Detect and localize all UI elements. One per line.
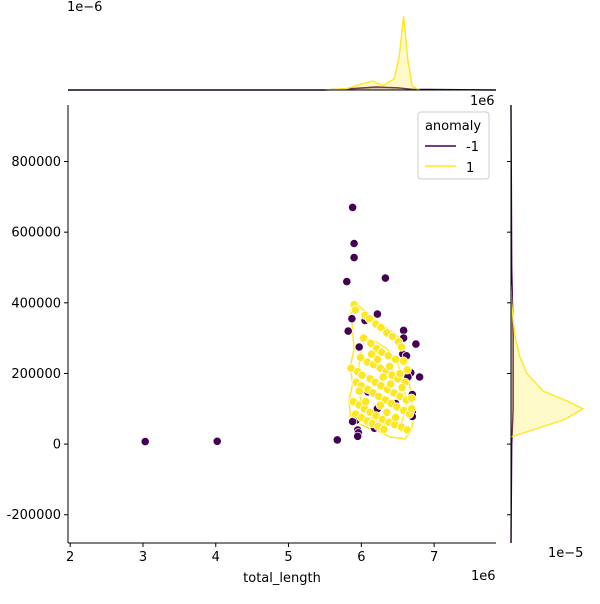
- right-marginal-kde: [507, 104, 585, 544]
- scatter-point-anomaly-1: [383, 351, 393, 361]
- top-kde-fill-1: [324, 16, 420, 90]
- y-tick-label: 200000: [11, 367, 61, 382]
- scatter-point-anomaly-1: [376, 322, 386, 333]
- right-kde-line-1: [510, 285, 585, 438]
- scatter-point-anomaly-1: [387, 331, 398, 341]
- right-marginal-offset-label: 1e−5: [548, 546, 583, 561]
- scatter-point-anomaly-1: [364, 314, 374, 324]
- x-tick-label: 7: [430, 550, 438, 565]
- x-tick-label: 3: [139, 550, 147, 565]
- scatter-point-anomaly-1: [361, 397, 371, 407]
- scatter-point-anomaly-1: [390, 412, 401, 423]
- x-tick-label: 6: [357, 550, 365, 565]
- scatter-point-anomaly-neg1: [342, 276, 352, 287]
- scatter-point-anomaly-1: [358, 333, 369, 343]
- scatter-point-anomaly-neg1: [349, 238, 359, 249]
- scatter-point-anomaly-neg1: [411, 339, 421, 349]
- top-marginal-offset-label: 1e−6: [67, 0, 102, 15]
- scatter-point-anomaly-1: [357, 370, 367, 380]
- top-marginal-kde: [68, 15, 497, 91]
- scatter-point-anomaly-1: [395, 368, 405, 379]
- scatter-point-anomaly-neg1: [354, 342, 364, 352]
- scatter-point-anomaly-1: [379, 424, 389, 434]
- legend: anomaly -1 1: [417, 111, 490, 180]
- x-offset-label: 1e6: [471, 569, 496, 584]
- scatter-point-anomaly-1: [372, 354, 382, 364]
- scatter-point-anomaly-neg1: [343, 326, 353, 336]
- scatter-point-anomaly-1: [402, 365, 412, 375]
- scatter-point-anomaly-neg1: [332, 435, 342, 445]
- y-tick-label: 400000: [11, 296, 61, 311]
- scatter-point-anomaly-neg1: [212, 436, 222, 446]
- top-kde-line-1: [324, 15, 420, 91]
- scatter-point-anomaly-1: [375, 400, 385, 410]
- x-axis-label: total_length: [243, 571, 321, 586]
- scatter-point-anomaly-1: [366, 349, 377, 359]
- scatter-point-anomaly-1: [385, 361, 395, 371]
- y-axis-ticks: -200000 0 200000 400000 600000 800000: [7, 155, 68, 523]
- x-axis-ticks: 2 3 4 5 6 7: [66, 543, 438, 565]
- x-tick-label: 2: [66, 550, 74, 565]
- y-tick-label: 0: [53, 438, 61, 453]
- x-tick-label: 5: [284, 550, 292, 565]
- right-kde-fill-1: [511, 285, 583, 437]
- scatter-point-anomaly-neg1: [372, 309, 382, 319]
- legend-label-anomaly-neg1: -1: [466, 140, 479, 155]
- scatter-point-anomaly-1: [354, 386, 364, 396]
- scatter-point-anomaly-neg1: [398, 325, 409, 335]
- legend-label-anomaly-1: 1: [466, 161, 474, 176]
- scatter-point-anomaly-neg1: [414, 372, 425, 382]
- scatter-point-anomaly-neg1: [349, 253, 359, 263]
- scatter-point-anomaly-1: [366, 338, 376, 348]
- scatter-point-anomaly-1: [350, 305, 361, 315]
- scatter-point-anomaly-neg1: [380, 273, 390, 283]
- scatter-point-anomaly-1: [397, 382, 407, 393]
- scatter-point-anomaly-1: [390, 354, 401, 364]
- scatter-point-anomaly-neg1: [140, 436, 150, 447]
- scatter-point-anomaly-1: [355, 352, 366, 363]
- scatter-point-anomaly-neg1: [347, 314, 357, 324]
- scatter-point-anomaly-1: [385, 379, 396, 389]
- y-tick-label: 600000: [11, 226, 61, 241]
- scatter-point-anomaly-1: [378, 372, 388, 382]
- scatter-point-anomaly-1: [382, 407, 392, 417]
- scatter-point-anomaly-1: [406, 404, 417, 414]
- x-tick-label: 4: [212, 550, 220, 565]
- y-tick-label: 800000: [11, 155, 61, 170]
- scatter-point-anomaly-1: [396, 342, 406, 352]
- scatter-point-anomaly-1: [398, 356, 409, 366]
- y-offset-label: 1e6: [470, 94, 495, 109]
- scatter-point-anomaly-neg1: [353, 431, 363, 441]
- scatter-point-anomaly-1: [406, 393, 417, 403]
- scatter-point-anomaly-neg1: [347, 202, 358, 212]
- legend-title: anomaly: [425, 119, 481, 134]
- y-tick-label: -200000: [7, 508, 61, 523]
- scatter-points: [140, 202, 425, 447]
- scatter-point-anomaly-1: [402, 425, 412, 435]
